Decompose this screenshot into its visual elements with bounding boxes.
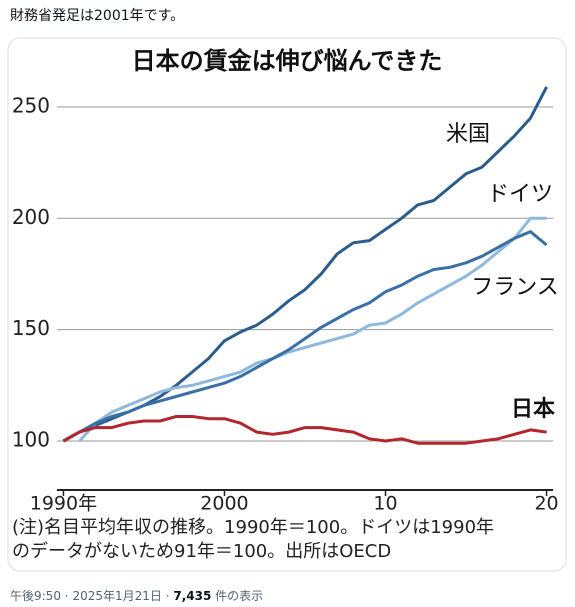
- views-label: 件の表示: [215, 589, 263, 603]
- x-tick-label: 10: [373, 493, 397, 515]
- series-label: 米国: [446, 122, 490, 147]
- series-line: [62, 230, 548, 443]
- y-tick-label: 200: [12, 205, 50, 229]
- y-tick-label: 100: [12, 428, 50, 452]
- x-tick-label: 20: [534, 493, 558, 515]
- series-label: フランス: [471, 275, 559, 300]
- series-line: [78, 216, 547, 443]
- image-card[interactable]: [7, 37, 567, 572]
- y-tick-label: 250: [12, 93, 50, 117]
- series-line: [62, 415, 547, 445]
- series-label: 日本: [511, 397, 555, 422]
- chart-note: (注)名目平均年収の推移。1990年＝100。ドイツは1990年: [12, 517, 494, 538]
- chart-note: のデータがないため91年＝100。出所はOECD: [12, 541, 391, 562]
- series-label: ドイツ: [487, 182, 553, 207]
- time: 午後9:50: [10, 589, 61, 603]
- x-tick-label: 2000: [200, 493, 248, 515]
- post-meta: 午後9:50 · 2025年1月21日 · 7,435 件の表示: [10, 589, 263, 603]
- chart-title: 日本の賃金は伸び悩んできた: [132, 47, 443, 75]
- view-count: 7,435: [173, 589, 211, 603]
- post-text: 財務省発足は2001年です。: [10, 8, 184, 24]
- x-tick-label: 1990年: [30, 493, 97, 515]
- date: 2025年1月21日: [72, 589, 161, 603]
- separator: ·: [65, 589, 69, 603]
- y-tick-label: 150: [12, 316, 50, 340]
- separator: ·: [166, 589, 170, 603]
